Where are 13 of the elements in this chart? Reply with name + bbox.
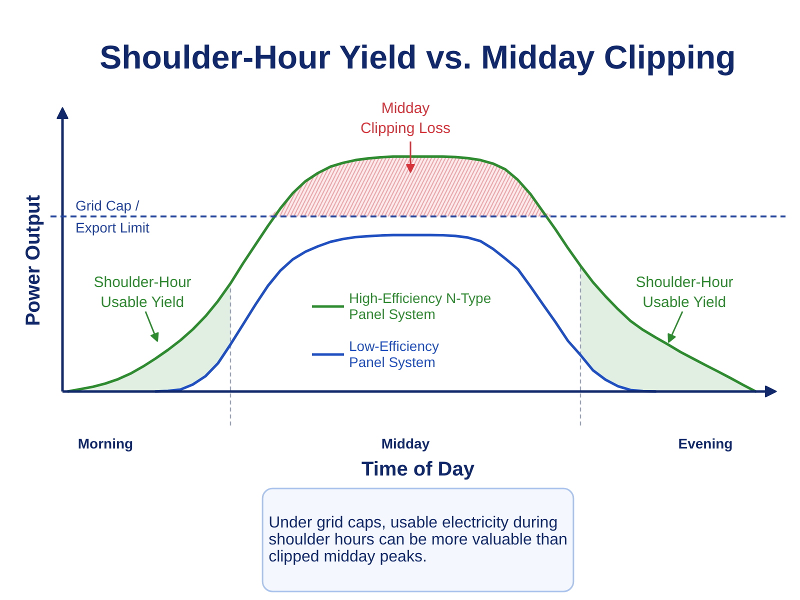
x-tick-label: Evening	[678, 436, 733, 452]
text: Midday Clipping Loss	[360, 100, 451, 138]
text: Under grid caps, usable electricity during shoulder hours can be more valuable than clipped midday peaks.	[268, 514, 568, 566]
y-axis-title: Power Output	[22, 194, 44, 326]
chart-title: Shoulder-Hour Yield vs. Midday Clipping	[100, 38, 736, 76]
x-tick-label: Morning	[78, 436, 134, 452]
annotation: Shoulder-Hour Usable Yield	[636, 274, 734, 312]
legend-label: Low-Efficiency Panel System	[349, 338, 440, 370]
x-axis-title: Time of Day	[362, 458, 476, 480]
legend-label: High-Efficiency N-Type Panel System	[349, 290, 492, 322]
annotation: Shoulder-Hour Usable Yield	[94, 274, 192, 312]
x-tick-label: Midday	[381, 436, 430, 452]
ref-line-label: Grid Cap / Export Limit	[76, 198, 150, 236]
